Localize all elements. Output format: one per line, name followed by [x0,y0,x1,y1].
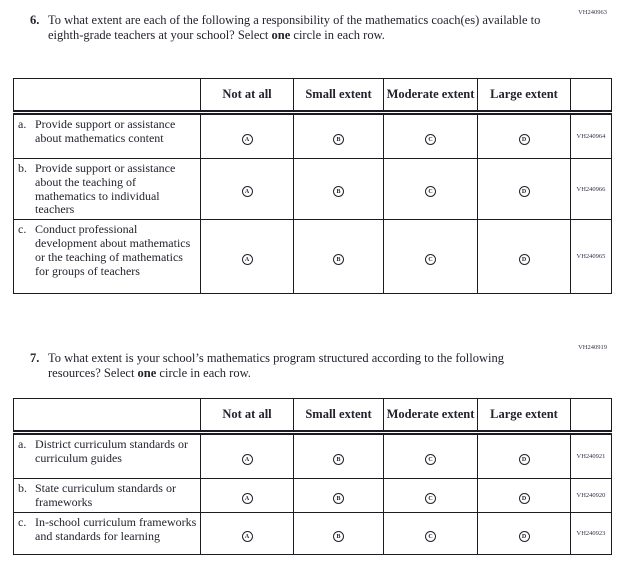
option-circle-small-extent[interactable]: B [333,186,344,198]
option-circle-large-extent[interactable]: D [518,186,530,198]
option-circle-moderate-extent[interactable]: C [425,530,436,542]
empty-header-cell [13,398,201,435]
row-letter: b. [18,161,27,175]
option-circle-moderate-extent[interactable]: C [425,453,436,465]
option-circle-small-extent[interactable]: B [333,453,344,465]
option-circle-large-extent[interactable]: D [518,530,530,542]
question-6-number: 6. [30,13,40,27]
option-circle-small-extent[interactable]: B [333,253,344,265]
option-circle-large-extent[interactable]: D [518,453,530,465]
item-code: VH240966 [570,157,612,221]
item-code: VH240920 [570,478,612,513]
question-7-table: Not at all Small extent Moderate extent … [13,398,612,555]
row-letter: c. [18,222,27,237]
option-circle-moderate-extent[interactable]: C [425,253,436,265]
question-7-code: VH240919 [578,344,607,351]
row-letter: a. [18,117,27,131]
table-row: b. Provide support or assistance about t… [13,157,612,221]
table-row: a. District curriculum standards or curr… [13,432,612,479]
item-code: VH240921 [570,432,612,479]
option-circle-not-at-all[interactable]: A [241,186,253,198]
row-label: Conduct professional development about m… [35,222,191,278]
row-letter: b. [18,481,27,495]
column-header-moderate-extent: Moderate extent [383,78,478,115]
question-6-prompt: To what extent are each of the following… [48,13,541,42]
option-circle-small-extent[interactable]: B [333,530,344,542]
option-circle-not-at-all[interactable]: A [241,133,253,145]
question-7-number: 7. [30,351,40,365]
table-row: b. State curriculum standards or framewo… [13,478,612,513]
row-label: Provide support or assistance about the … [35,161,176,217]
option-circle-small-extent[interactable]: B [333,492,344,504]
option-circle-not-at-all[interactable]: A [241,530,253,542]
question-7: 7. To what extent is your school’s mathe… [30,351,540,381]
option-circle-not-at-all[interactable]: A [241,492,253,504]
option-circle-large-extent[interactable]: D [518,133,530,145]
question-6-code: VH240963 [578,9,607,16]
option-circle-large-extent[interactable]: D [518,492,530,504]
option-circle-large-extent[interactable]: D [518,253,530,265]
item-code: VH240965 [570,219,612,295]
table-header-row: Not at all Small extent Moderate extent … [13,398,612,435]
option-circle-moderate-extent[interactable]: C [425,186,436,198]
column-header-large-extent: Large extent [477,78,571,115]
empty-code-header-cell [570,398,612,435]
item-code: VH240964 [570,112,612,159]
option-circle-moderate-extent[interactable]: C [425,133,436,145]
option-circle-moderate-extent[interactable]: C [425,492,436,504]
option-circle-not-at-all[interactable]: A [241,453,253,465]
item-code: VH240923 [570,512,612,555]
option-circle-small-extent[interactable]: B [333,133,344,145]
column-header-moderate-extent: Moderate extent [383,398,478,435]
table-row: c. In-school curriculum frameworks and s… [13,512,612,555]
row-label: District curriculum standards or curricu… [35,437,188,465]
row-label: Provide support or assistance about math… [35,117,176,145]
column-header-not-at-all: Not at all [200,398,294,435]
question-6-table: Not at all Small extent Moderate extent … [13,78,612,295]
row-label: In-school curriculum frameworks and stan… [35,515,197,543]
column-header-not-at-all: Not at all [200,78,294,115]
empty-code-header-cell [570,78,612,115]
row-letter: a. [18,437,27,451]
table-header-row: Not at all Small extent Moderate extent … [13,78,612,115]
question-7-prompt: To what extent is your school’s mathemat… [48,351,504,380]
row-letter: c. [18,515,27,529]
table-row: c. Conduct professional development abou… [13,219,612,295]
column-header-large-extent: Large extent [477,398,571,435]
column-header-small-extent: Small extent [293,78,384,115]
row-label: State curriculum standards or frameworks [35,481,176,509]
empty-header-cell [13,78,201,115]
option-circle-not-at-all[interactable]: A [241,253,253,265]
column-header-small-extent: Small extent [293,398,384,435]
table-row: a. Provide support or assistance about m… [13,112,612,159]
question-6: 6. To what extent are each of the follow… [30,13,555,43]
